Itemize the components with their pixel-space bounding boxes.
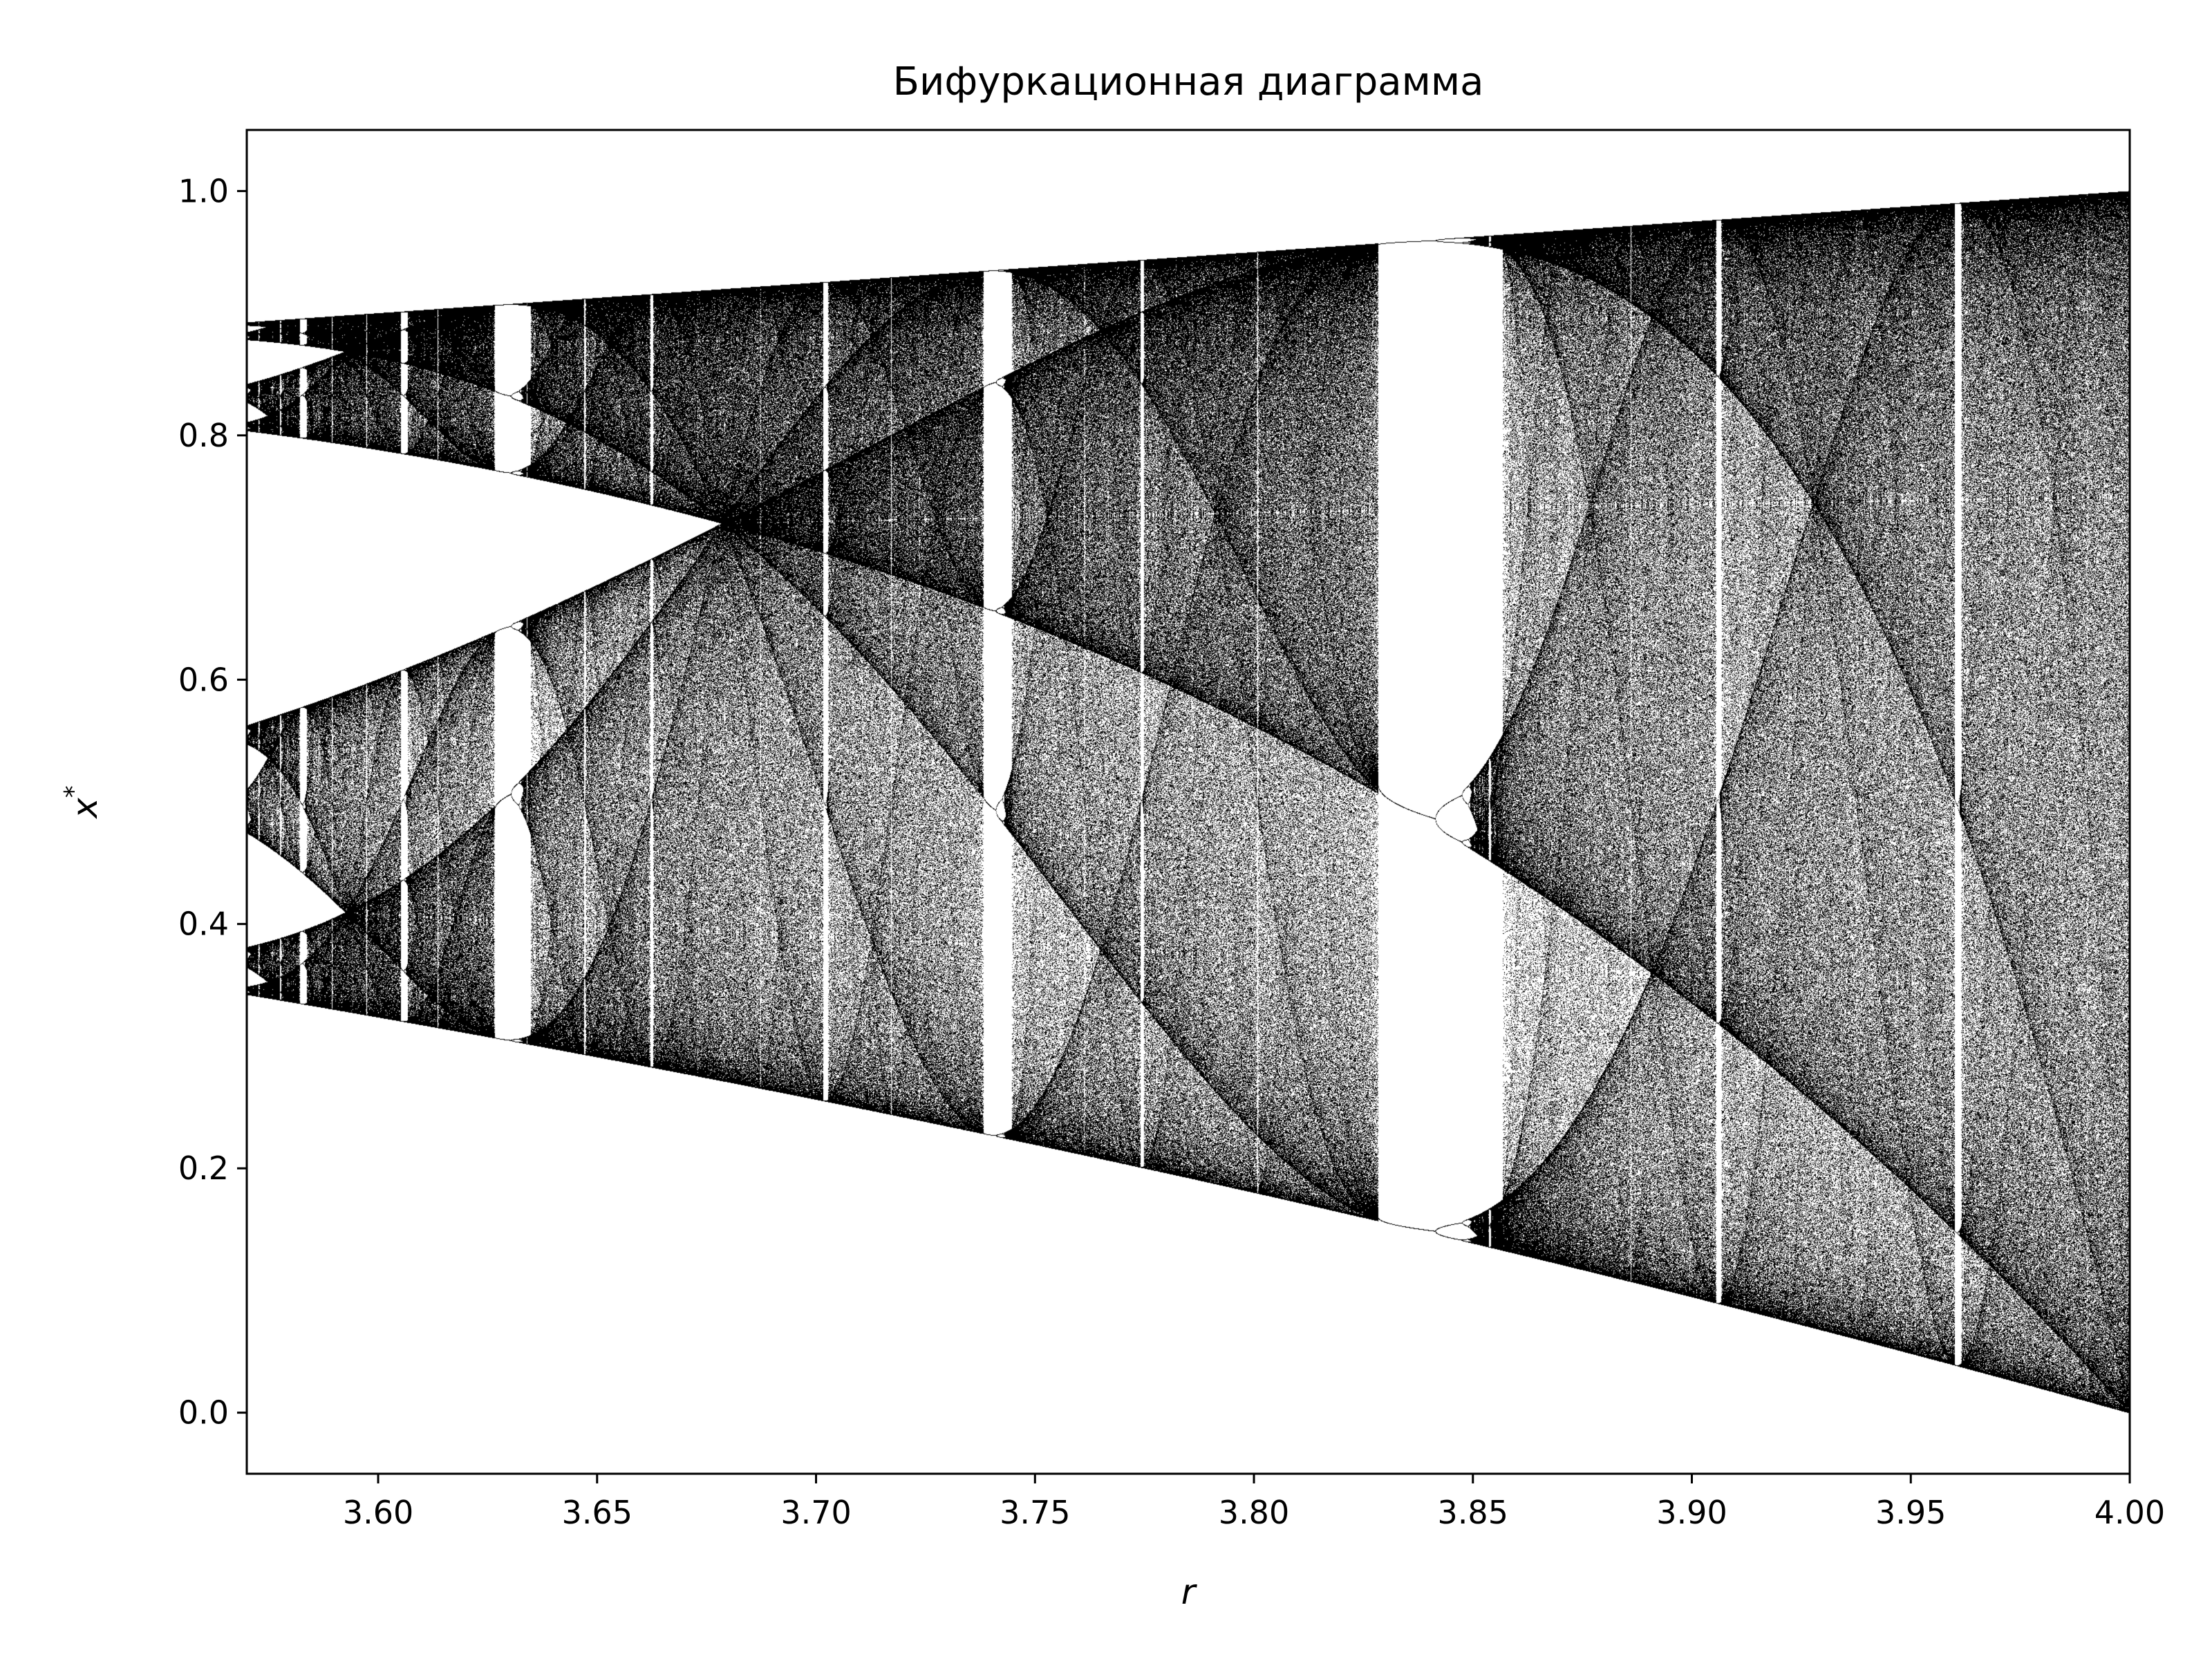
- plot-area: [245, 129, 2131, 1475]
- x-tick-label: 3.65: [562, 1494, 632, 1531]
- x-tick-label: 3.75: [1000, 1494, 1070, 1531]
- y-axis: 0.0 0.2 0.4 0.6 0.8 1.0: [178, 172, 247, 1432]
- y-tick-label: 0.0: [178, 1394, 229, 1432]
- x-tick-label: 3.90: [1656, 1494, 1727, 1531]
- y-tick-label: 0.4: [178, 906, 229, 943]
- x-tick-label: 3.85: [1438, 1494, 1508, 1531]
- chart-title: Бифуркационная диаграмма: [893, 59, 1484, 104]
- y-tick-label: 0.6: [178, 661, 229, 698]
- y-tick-label: 0.8: [178, 417, 229, 454]
- y-axis-label-superscript: *: [59, 785, 88, 798]
- x-tick-label: 3.70: [780, 1494, 851, 1531]
- bifurcation-scatter: [247, 130, 2130, 1474]
- y-axis-label-main: x: [65, 798, 105, 820]
- x-tick-label: 3.95: [1875, 1494, 1946, 1531]
- x-tick-label: 3.60: [343, 1494, 413, 1531]
- y-tick-label: 0.2: [178, 1150, 229, 1187]
- x-axis-label: r: [1181, 1572, 1198, 1612]
- x-tick-label: 4.00: [2094, 1494, 2165, 1531]
- y-tick-label: 1.0: [178, 172, 229, 209]
- x-tick-label: 3.80: [1219, 1494, 1289, 1531]
- y-axis-label: x*: [59, 785, 105, 820]
- x-axis: 3.60 3.65 3.70 3.75 3.80 3.85 3.90 3.95 4.00: [343, 1474, 2165, 1531]
